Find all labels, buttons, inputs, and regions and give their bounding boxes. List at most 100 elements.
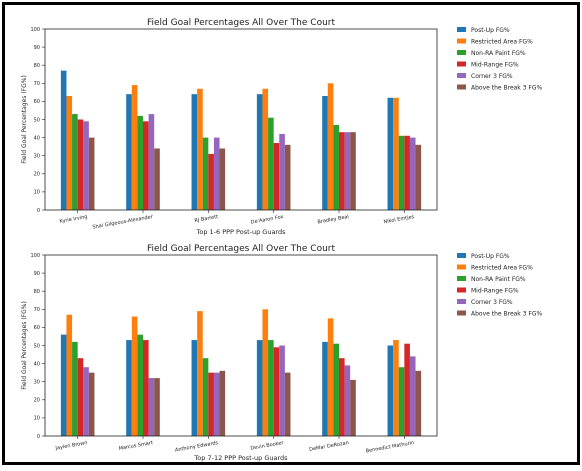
bar <box>137 334 143 436</box>
bar <box>219 148 226 210</box>
y-tick-label: 30 <box>34 154 40 160</box>
bar <box>393 340 399 436</box>
y-tick-label: 90 <box>34 271 40 277</box>
legend-swatch <box>457 264 466 270</box>
x-tick-label: Bradley Beal <box>317 214 349 225</box>
bar <box>344 132 351 210</box>
bar <box>284 372 291 436</box>
bar <box>143 121 149 210</box>
bar <box>208 153 214 210</box>
legend-swatch <box>457 27 466 32</box>
legend-swatch <box>457 310 466 316</box>
bar <box>219 370 226 436</box>
legend-label: Corner 3 FG% <box>471 299 513 306</box>
bar <box>208 372 214 436</box>
bar <box>333 124 339 210</box>
y-tick-label: 40 <box>34 135 40 141</box>
bar <box>279 345 285 436</box>
legend-label: Post-Up FG% <box>471 27 510 34</box>
bar <box>350 379 356 436</box>
figure-frame: Field Goal Percentages All Over The Cour… <box>2 2 580 465</box>
x-tick-label: RJ Barrett <box>194 214 219 224</box>
legend-label: Corner 3 FG% <box>471 73 513 80</box>
legend-swatch <box>457 276 466 281</box>
x-axis-label: Top 7-12 PPP Post-up Guards <box>193 454 288 462</box>
y-tick-label: 60 <box>34 99 40 105</box>
bar <box>131 316 138 436</box>
y-tick-label: 100 <box>30 27 40 33</box>
chart-panel-top: Field Goal Percentages All Over The Cour… <box>15 15 575 240</box>
bar <box>273 347 280 436</box>
bar <box>387 97 394 210</box>
bar <box>191 94 198 210</box>
chart-title: Field Goal Percentages All Over The Cour… <box>147 18 335 28</box>
bar <box>262 309 269 436</box>
plot-area-frame <box>44 28 438 211</box>
bar <box>398 135 405 210</box>
bar <box>72 341 78 436</box>
bar <box>322 341 328 436</box>
bar <box>77 119 84 210</box>
x-tick-label: Jaylen Brown <box>54 440 88 452</box>
bar <box>131 85 138 210</box>
bar <box>83 121 89 210</box>
y-tick-label: 50 <box>34 343 40 349</box>
y-tick-label: 10 <box>34 190 40 196</box>
bar <box>213 372 220 436</box>
x-tick-label: Kyrie Irving <box>59 214 88 225</box>
legend-label: Non-RA Paint FG% <box>471 50 526 57</box>
bar <box>83 367 89 436</box>
legend-swatch <box>457 73 466 78</box>
bar <box>415 370 422 436</box>
x-tick-label: Shai Gilgeous-Alexander <box>92 214 154 231</box>
bar <box>268 340 274 436</box>
chart-title: Field Goal Percentages All Over The Cour… <box>147 244 335 254</box>
x-tick-label: Marcus Smart <box>118 440 153 452</box>
bar <box>415 144 422 210</box>
bar <box>77 358 84 436</box>
bar <box>60 334 67 436</box>
legend-label: Mid-Range FG% <box>471 62 519 69</box>
legend-label: Mid-Range FG% <box>471 288 519 295</box>
plot-area-frame <box>44 254 438 437</box>
legend-label: Above the Break 3 FG% <box>471 311 543 318</box>
x-tick-label: Bennedict Mathurin <box>365 440 414 454</box>
y-tick-label: 40 <box>34 361 40 367</box>
y-tick-label: 80 <box>34 63 40 69</box>
bar <box>202 358 209 436</box>
bar <box>256 340 263 436</box>
bar <box>322 95 328 210</box>
bar <box>350 132 356 210</box>
x-tick-label: Nikol Emtjes <box>383 214 415 225</box>
bar <box>197 88 203 210</box>
bar <box>387 345 394 436</box>
y-tick-label: 50 <box>34 117 40 123</box>
bar <box>284 144 291 210</box>
bar <box>154 378 160 436</box>
bar <box>148 378 155 436</box>
y-tick-label: 20 <box>34 172 40 178</box>
y-tick-label: 90 <box>34 45 40 51</box>
bar <box>213 137 220 210</box>
bar <box>273 143 280 210</box>
x-axis-label: Top 1-6 PPP Post-up Guards <box>195 228 286 236</box>
legend-label: Restricted Area FG% <box>471 39 533 46</box>
bar <box>279 133 285 210</box>
legend-label: Post-Up FG% <box>471 253 510 260</box>
y-axis-label: Field Goal Percentages (FG%) <box>21 301 28 390</box>
bar <box>333 343 339 436</box>
bar <box>126 94 132 210</box>
bar <box>327 83 334 210</box>
y-axis-label: Field Goal Percentages (FG%) <box>21 75 28 164</box>
bar <box>398 367 405 436</box>
bar <box>327 318 334 436</box>
y-tick-label: 30 <box>34 380 40 386</box>
y-tick-label: 10 <box>34 416 40 422</box>
bar <box>409 137 416 210</box>
bar <box>404 135 410 210</box>
y-tick-label: 70 <box>34 307 40 313</box>
legend-swatch <box>457 61 466 67</box>
legend-swatch <box>457 84 466 90</box>
bar <box>154 148 160 210</box>
bar <box>256 94 263 210</box>
